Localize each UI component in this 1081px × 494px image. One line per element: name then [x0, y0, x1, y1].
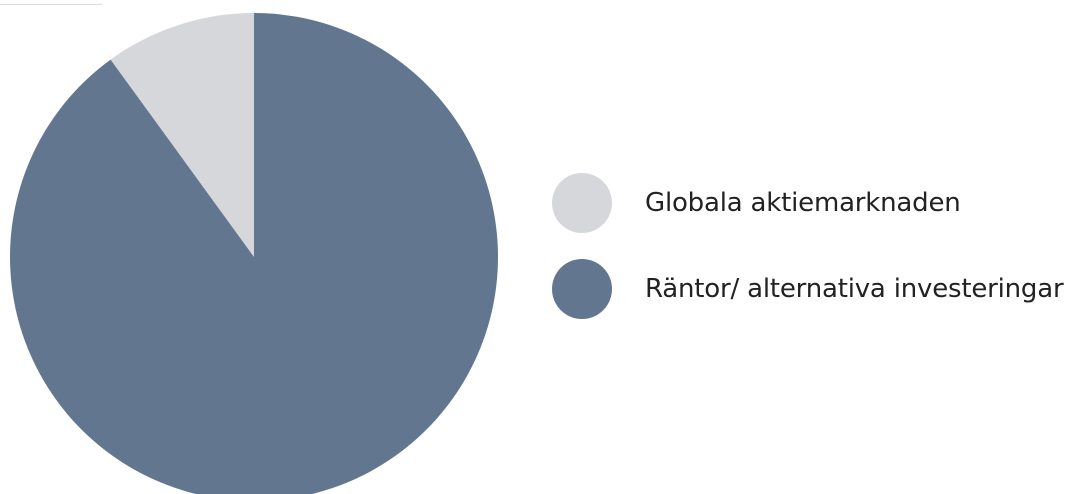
- legend-swatch-rantor-alternativa: [552, 259, 612, 319]
- legend-swatch-globala-aktiemarknaden: [552, 173, 612, 233]
- legend-label-globala-aktiemarknaden: Globala aktiemarknaden: [645, 188, 961, 218]
- pie-slice-r-ntor-alternativa-investeringar: [10, 13, 498, 494]
- legend: Globala aktiemarknaden Räntor/ alternati…: [552, 173, 1064, 345]
- pie-slice-globala-aktiemarknaden: [110, 13, 254, 257]
- corner-rule: [0, 4, 102, 5]
- legend-label-rantor-alternativa: Räntor/ alternativa investeringar: [645, 274, 1064, 304]
- pie-slices: [10, 13, 498, 494]
- legend-item-globala-aktiemarknaden: Globala aktiemarknaden: [552, 173, 1063, 233]
- legend-item-rantor-alternativa: Räntor/ alternativa investeringar: [552, 259, 1064, 319]
